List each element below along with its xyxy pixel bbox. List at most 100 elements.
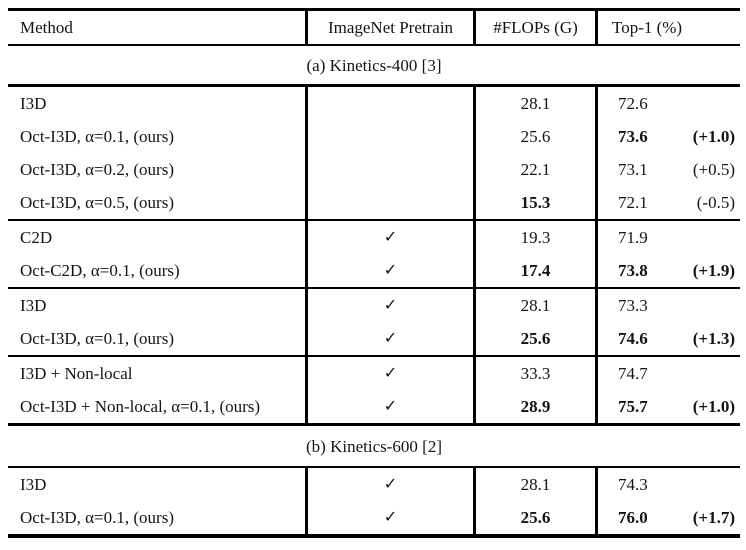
checkmark-icon: ✓: [383, 261, 398, 279]
top1-value: 73.3: [618, 296, 648, 315]
section-a-rule: [8, 84, 740, 87]
method-cell: I3D + Non-local: [20, 364, 133, 383]
top1-cell: 74.7: [595, 357, 740, 390]
flops-cell: 28.9: [473, 390, 595, 423]
top1-cell: 76.0 (+1.7): [595, 501, 740, 534]
top1-value: 73.6: [618, 127, 648, 146]
top1-delta: (+0.5): [692, 160, 735, 179]
group-rule: [8, 287, 740, 289]
header-rule: [8, 44, 740, 46]
top1-delta: (+1.0): [692, 397, 735, 416]
flops-cell: 28.1: [473, 87, 595, 120]
section-banner-kinetics400: (a) Kinetics-400 [3]: [306, 55, 442, 75]
method-cell: I3D: [20, 94, 47, 113]
method-cell: I3D: [20, 475, 47, 494]
checkmark-icon: ✓: [383, 475, 398, 493]
section-b-top-rule: [8, 423, 740, 426]
table-row: Oct-I3D, α=0.1, (ours) 25.6 73.6 (+1.0): [8, 120, 740, 153]
method-cell: C2D: [20, 228, 53, 247]
top1-value: 74.7: [618, 364, 648, 383]
method-cell: Oct-I3D, α=0.1, (ours): [20, 127, 174, 146]
flops-cell: 17.4: [473, 254, 595, 287]
flops-cell: 28.1: [473, 289, 595, 322]
table-row: Oct-I3D + Non-local, α=0.1, (ours) ✓ 28.…: [8, 390, 740, 423]
pretrain-cell: [305, 120, 473, 153]
top1-cell: 75.7 (+1.0): [595, 390, 740, 423]
method-cell: I3D: [20, 296, 47, 315]
table-row: Oct-I3D, α=0.2, (ours) 22.1 73.1 (+0.5): [8, 153, 740, 186]
table-row: Oct-I3D, α=0.1, (ours) ✓ 25.6 74.6 (+1.3…: [8, 322, 740, 355]
top1-cell: 73.6 (+1.0): [595, 120, 740, 153]
table-row: Oct-C2D, α=0.1, (ours) ✓ 17.4 73.8 (+1.9…: [8, 254, 740, 287]
top1-value: 75.7: [618, 397, 648, 416]
top1-delta: (-0.5): [696, 193, 735, 212]
section-b-rule: [8, 466, 740, 468]
table-row: I3D ✓ 28.1 73.3: [8, 289, 740, 322]
top1-value: 76.0: [618, 508, 648, 527]
top1-cell: 73.1 (+0.5): [595, 153, 740, 186]
checkmark-icon: ✓: [383, 508, 398, 526]
top1-cell: 72.1 (-0.5): [595, 186, 740, 219]
flops-cell: 25.6: [473, 501, 595, 534]
table-row: I3D ✓ 28.1 74.3: [8, 468, 740, 501]
flops-cell: 33.3: [473, 357, 595, 390]
group-i3d-pretrain: I3D ✓ 28.1 73.3 Oct-I3D, α=0.1, (ours) ✓…: [8, 289, 740, 355]
checkmark-icon: ✓: [383, 228, 398, 246]
header-row: Method ImageNet Pretrain #FLOPs (G) Top-…: [8, 11, 740, 44]
checkmark-icon: ✓: [383, 397, 398, 415]
results-table: Method ImageNet Pretrain #FLOPs (G) Top-…: [8, 8, 740, 538]
pretrain-cell: ✓: [305, 221, 473, 254]
table-row: Oct-I3D, α=0.1, (ours) ✓ 25.6 76.0 (+1.7…: [8, 501, 740, 534]
column-header-pretrain: ImageNet Pretrain: [305, 11, 473, 44]
bottom-rule: [8, 534, 740, 538]
section-banner-kinetics600: (b) Kinetics-600 [2]: [306, 436, 442, 456]
pretrain-cell: ✓: [305, 289, 473, 322]
table-row: C2D ✓ 19.3 71.9: [8, 221, 740, 254]
method-cell: Oct-C2D, α=0.1, (ours): [20, 261, 180, 280]
method-cell: Oct-I3D, α=0.5, (ours): [20, 193, 174, 212]
pretrain-cell: ✓: [305, 254, 473, 287]
top1-value: 72.6: [618, 94, 648, 113]
top1-value: 71.9: [618, 228, 648, 247]
group-kinetics600: I3D ✓ 28.1 74.3 Oct-I3D, α=0.1, (ours) ✓…: [8, 468, 740, 534]
table-row: Oct-I3D, α=0.5, (ours) 15.3 72.1 (-0.5): [8, 186, 740, 219]
pretrain-cell: ✓: [305, 322, 473, 355]
top1-value: 73.1: [618, 160, 648, 179]
method-cell: Oct-I3D, α=0.1, (ours): [20, 329, 174, 348]
top1-cell: 73.3: [595, 289, 740, 322]
group-rule: [8, 355, 740, 357]
method-cell: Oct-I3D + Non-local, α=0.1, (ours): [20, 397, 261, 416]
table-row: I3D + Non-local ✓ 33.3 74.7: [8, 357, 740, 390]
group-i3d-scratch: I3D 28.1 72.6 Oct-I3D, α=0.1, (ours) 25.…: [8, 87, 740, 219]
top1-value: 73.8: [618, 261, 648, 280]
top1-cell: 74.6 (+1.3): [595, 322, 740, 355]
top1-delta: (+1.7): [692, 508, 735, 527]
pretrain-cell: ✓: [305, 357, 473, 390]
top1-value: 74.3: [618, 475, 648, 494]
top1-cell: 71.9: [595, 221, 740, 254]
checkmark-icon: ✓: [383, 329, 398, 347]
pretrain-cell: ✓: [305, 501, 473, 534]
column-header-top1: Top-1 (%): [595, 11, 740, 44]
checkmark-icon: ✓: [383, 296, 398, 314]
top-rule: [8, 8, 740, 11]
group-i3d-nonlocal: I3D + Non-local ✓ 33.3 74.7 Oct-I3D + No…: [8, 357, 740, 423]
checkmark-icon: ✓: [383, 364, 398, 382]
top1-value: 72.1: [618, 193, 648, 212]
flops-cell: 25.6: [473, 322, 595, 355]
top1-cell: 73.8 (+1.9): [595, 254, 740, 287]
top1-delta: (+1.0): [692, 127, 735, 146]
top1-value: 74.6: [618, 329, 648, 348]
flops-cell: 19.3: [473, 221, 595, 254]
pretrain-cell: [305, 186, 473, 219]
table-row: I3D 28.1 72.6: [8, 87, 740, 120]
method-cell: Oct-I3D, α=0.1, (ours): [20, 508, 174, 527]
top1-cell: 74.3: [595, 468, 740, 501]
method-cell: Oct-I3D, α=0.2, (ours): [20, 160, 174, 179]
pretrain-cell: [305, 153, 473, 186]
top1-delta: (+1.9): [692, 261, 735, 280]
pretrain-cell: [305, 87, 473, 120]
flops-cell: 25.6: [473, 120, 595, 153]
top1-cell: 72.6: [595, 87, 740, 120]
pretrain-cell: ✓: [305, 390, 473, 423]
